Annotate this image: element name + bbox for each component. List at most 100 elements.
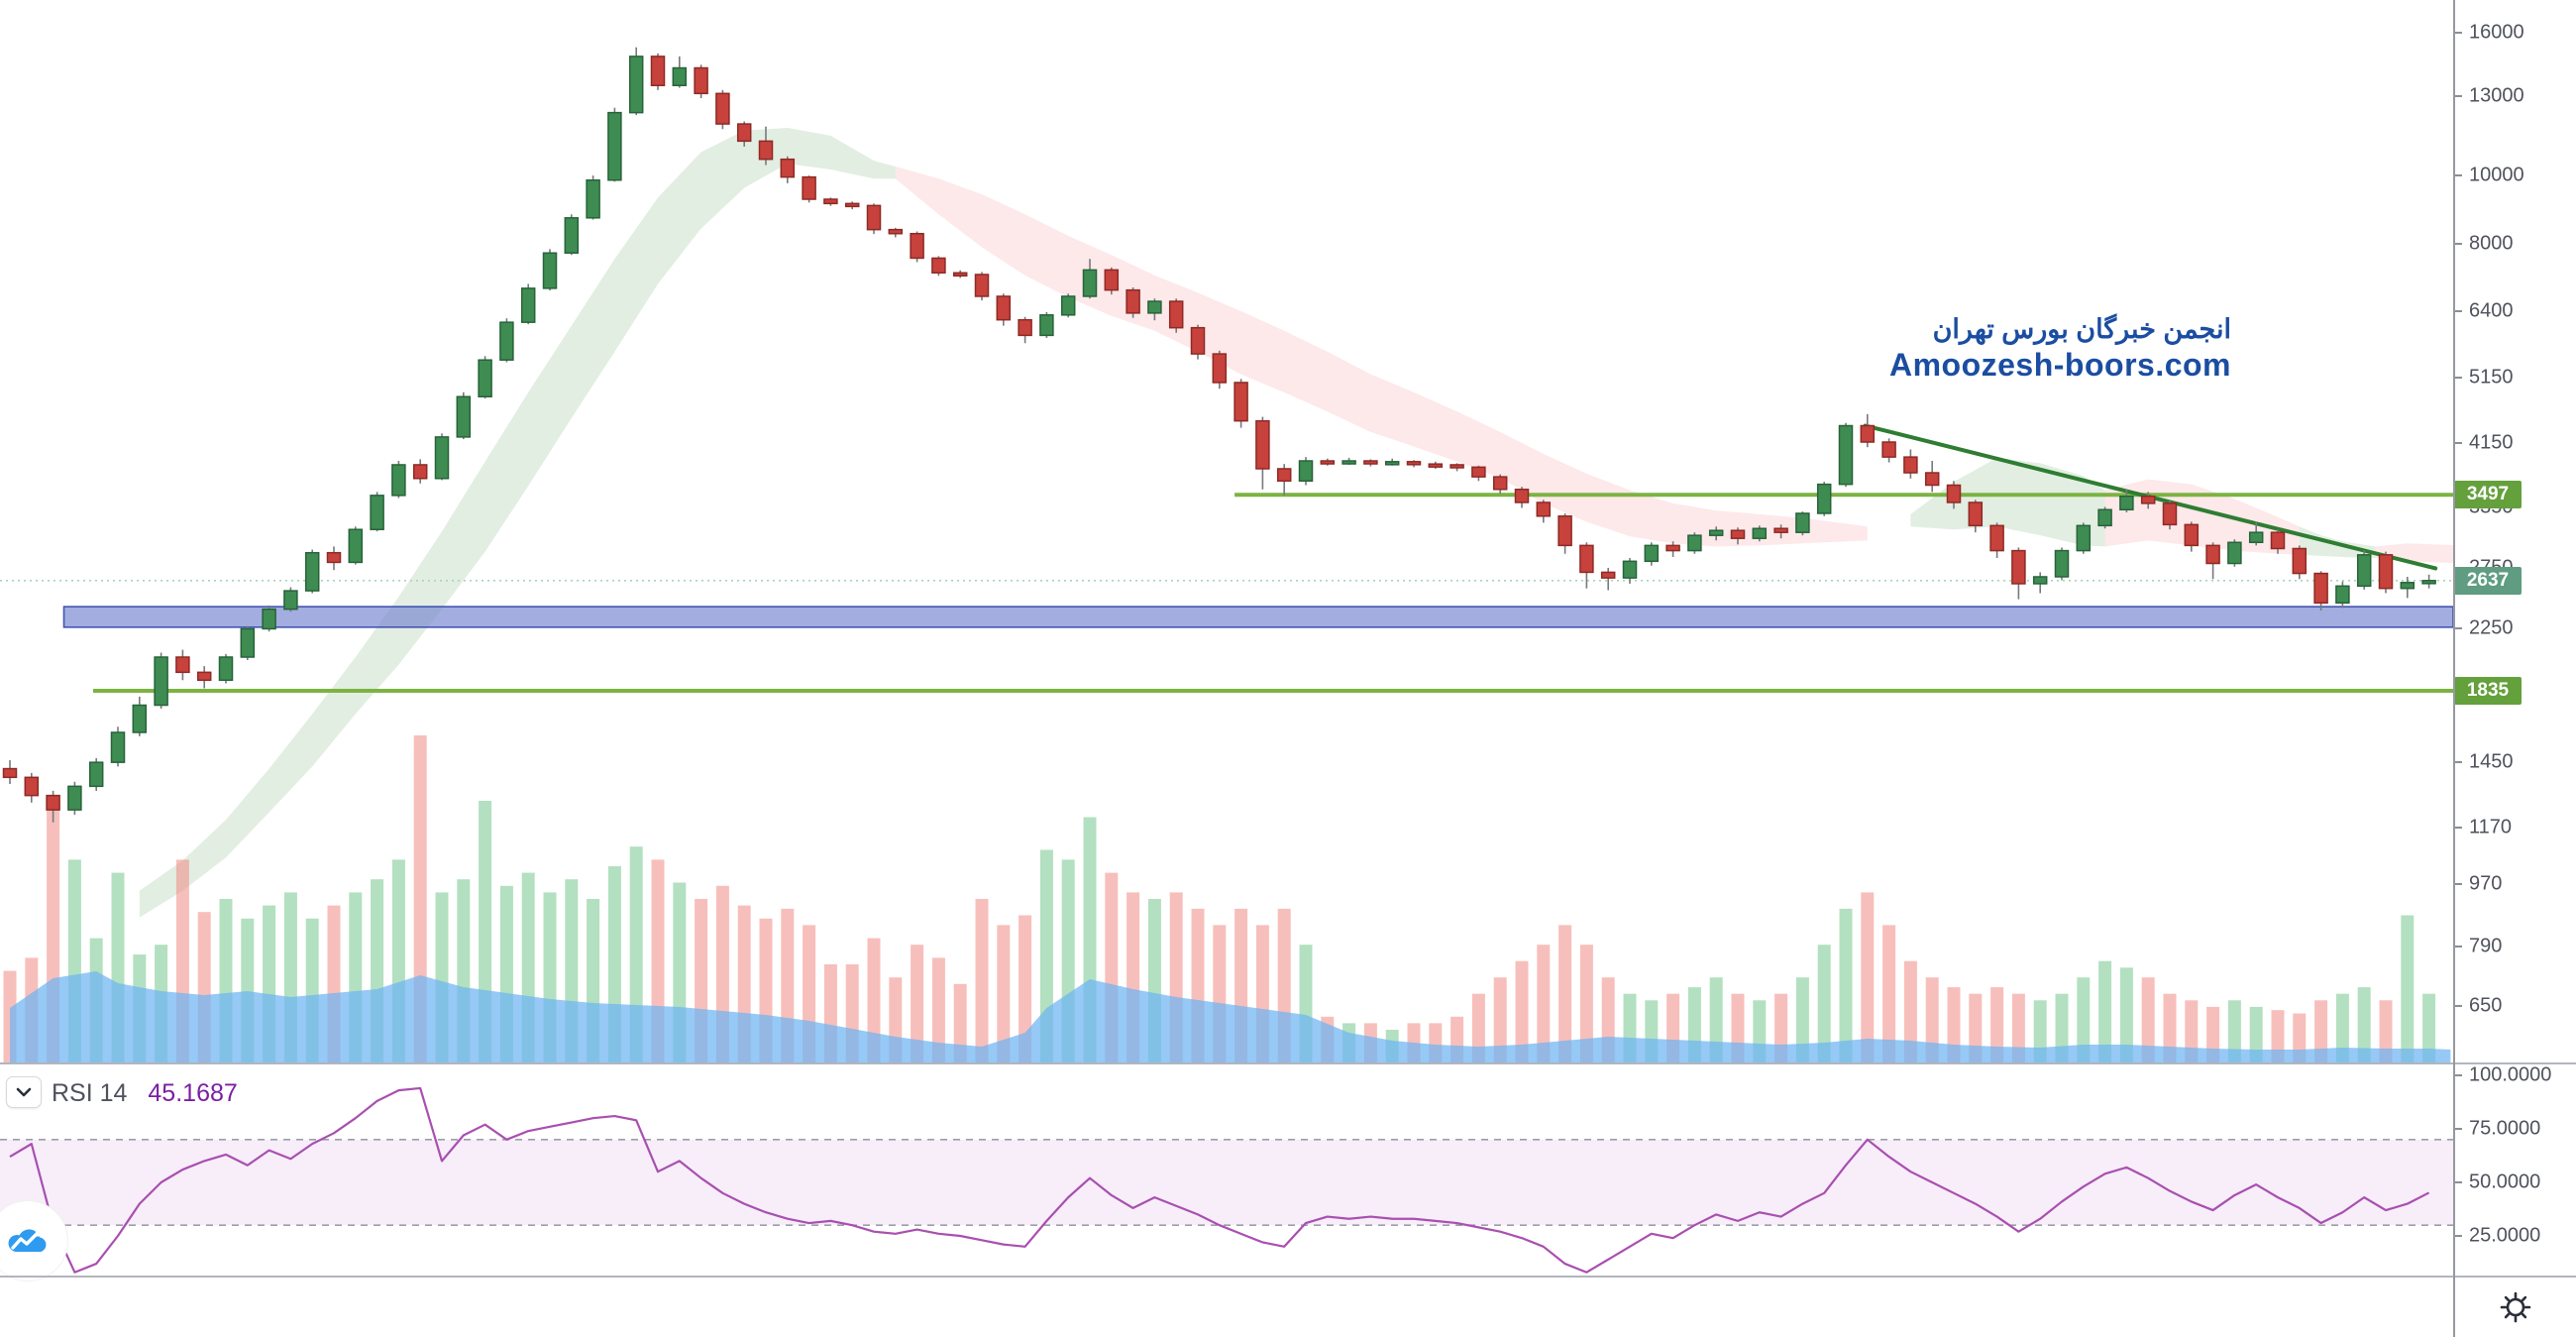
candle-body bbox=[2292, 547, 2308, 575]
volume-bar bbox=[2249, 1006, 2263, 1062]
candle-body bbox=[1557, 515, 1572, 547]
candle-body bbox=[1126, 288, 1140, 314]
price-tick-mark bbox=[2454, 1005, 2462, 1008]
volume-bar bbox=[2422, 993, 2436, 1062]
candle-body bbox=[1406, 461, 1422, 466]
candle-body bbox=[758, 140, 774, 161]
candle-body bbox=[2097, 508, 2112, 527]
volume-bar bbox=[1947, 987, 1961, 1062]
candle-body bbox=[1773, 527, 1788, 533]
volume-bar bbox=[1537, 945, 1551, 1062]
volume-bar bbox=[2163, 993, 2177, 1062]
ichimoku-cloud-pink bbox=[2104, 479, 2300, 555]
volume-bar bbox=[953, 983, 967, 1062]
candle-body bbox=[262, 608, 276, 630]
price-level-label: 2637 bbox=[2454, 566, 2522, 595]
candle-body bbox=[1968, 501, 1984, 527]
candle-body bbox=[391, 464, 406, 497]
candle-body bbox=[1082, 269, 1098, 297]
candle-body bbox=[2248, 531, 2264, 544]
volume-bar bbox=[2335, 993, 2349, 1062]
candle-body bbox=[1752, 527, 1768, 539]
candle-body bbox=[520, 287, 536, 323]
rsi-tick-label: 75.0000 bbox=[2469, 1117, 2541, 1140]
candle-body bbox=[1428, 463, 1444, 468]
candle-body bbox=[2140, 495, 2156, 504]
price-tick-label: 16000 bbox=[2469, 21, 2524, 44]
gear-icon bbox=[2500, 1291, 2531, 1322]
candle-body bbox=[412, 464, 428, 480]
rsi-tick-mark bbox=[2454, 1128, 2462, 1130]
price-tick-label: 2250 bbox=[2469, 616, 2514, 639]
price-tick-label: 1450 bbox=[2469, 750, 2514, 773]
price-tick-mark bbox=[2454, 32, 2462, 34]
volume-bar bbox=[1493, 977, 1507, 1062]
candle-body bbox=[110, 731, 126, 763]
volume-bar bbox=[1515, 960, 1529, 1062]
support-zone[interactable] bbox=[62, 606, 2454, 628]
volume-bar bbox=[867, 938, 881, 1062]
indicator-collapse-button[interactable] bbox=[6, 1076, 42, 1108]
price-tick-label: 6400 bbox=[2469, 299, 2514, 322]
chart-canvas[interactable] bbox=[0, 0, 2453, 1337]
volume-bar bbox=[2271, 1010, 2285, 1062]
candle-body bbox=[1039, 314, 1054, 337]
ichimoku-cloud-green bbox=[139, 127, 896, 918]
tradingview-logo[interactable] bbox=[0, 1201, 67, 1281]
candle-body bbox=[1449, 464, 1464, 469]
candle-body bbox=[67, 785, 82, 811]
candle-body bbox=[1492, 476, 1508, 491]
candle-body bbox=[348, 528, 364, 564]
volume-bar bbox=[2357, 987, 2371, 1062]
price-tick-mark bbox=[2454, 826, 2462, 829]
candle-body bbox=[2162, 502, 2178, 526]
price-tick-mark bbox=[2454, 883, 2462, 886]
candle-body bbox=[1363, 460, 1378, 465]
candle-body bbox=[2054, 549, 2070, 578]
price-tick-mark bbox=[2454, 441, 2462, 444]
price-tick-mark bbox=[2454, 376, 2462, 379]
price-tick-mark bbox=[2454, 627, 2462, 630]
candle-body bbox=[1708, 529, 1724, 536]
candle-body bbox=[132, 704, 148, 733]
indicator-value: 45.1687 bbox=[148, 1079, 238, 1107]
candle-body bbox=[2335, 585, 2350, 605]
rsi-tick-label: 50.0000 bbox=[2469, 1170, 2541, 1193]
candle-body bbox=[478, 359, 492, 397]
candle-body bbox=[2313, 572, 2328, 605]
price-axis-separator bbox=[2453, 0, 2455, 1337]
price-tick-mark bbox=[2454, 242, 2462, 245]
candle-body bbox=[996, 295, 1012, 321]
time-axis-settings-button[interactable] bbox=[2455, 1277, 2576, 1337]
candle-body bbox=[1060, 295, 1076, 316]
candle-body bbox=[1190, 326, 1206, 355]
volume-bar bbox=[1839, 908, 1853, 1062]
ichimoku-cloud-green bbox=[1910, 457, 2105, 547]
rsi-legend: RSI 14 45.1687 bbox=[52, 1079, 238, 1108]
volume-bar bbox=[2055, 993, 2069, 1062]
volume-bar bbox=[1709, 977, 1723, 1062]
price-tick-label: 10000 bbox=[2469, 164, 2524, 186]
time-axis[interactable]: 2020MarMayJulSepNov2021MarMayJulSepNov20… bbox=[0, 1277, 2454, 1337]
rsi-band bbox=[0, 1139, 2453, 1226]
price-tick-mark bbox=[2454, 761, 2462, 764]
rsi-line bbox=[9, 1086, 2430, 1274]
pane-separator[interactable] bbox=[0, 1062, 2576, 1064]
candle-body bbox=[499, 321, 514, 361]
candle-body bbox=[1795, 512, 1810, 533]
volume-bar bbox=[931, 957, 945, 1062]
volume-bar bbox=[1558, 925, 1572, 1062]
price-tick-label: 5150 bbox=[2469, 366, 2514, 389]
candle-body bbox=[1298, 460, 1314, 483]
volume-bar bbox=[1903, 960, 1917, 1062]
candle-body bbox=[1816, 483, 1832, 514]
rsi-tick-label: 100.0000 bbox=[2469, 1063, 2552, 1086]
volume-bar bbox=[2077, 977, 2091, 1062]
volume-bar bbox=[2314, 1000, 2328, 1062]
indicator-name: RSI 14 bbox=[52, 1079, 128, 1107]
price-tick-mark bbox=[2454, 946, 2462, 948]
candle-body bbox=[1924, 472, 1940, 487]
candle-body bbox=[2, 767, 18, 779]
price-tick-label: 8000 bbox=[2469, 232, 2514, 255]
candle-body bbox=[1234, 382, 1248, 422]
